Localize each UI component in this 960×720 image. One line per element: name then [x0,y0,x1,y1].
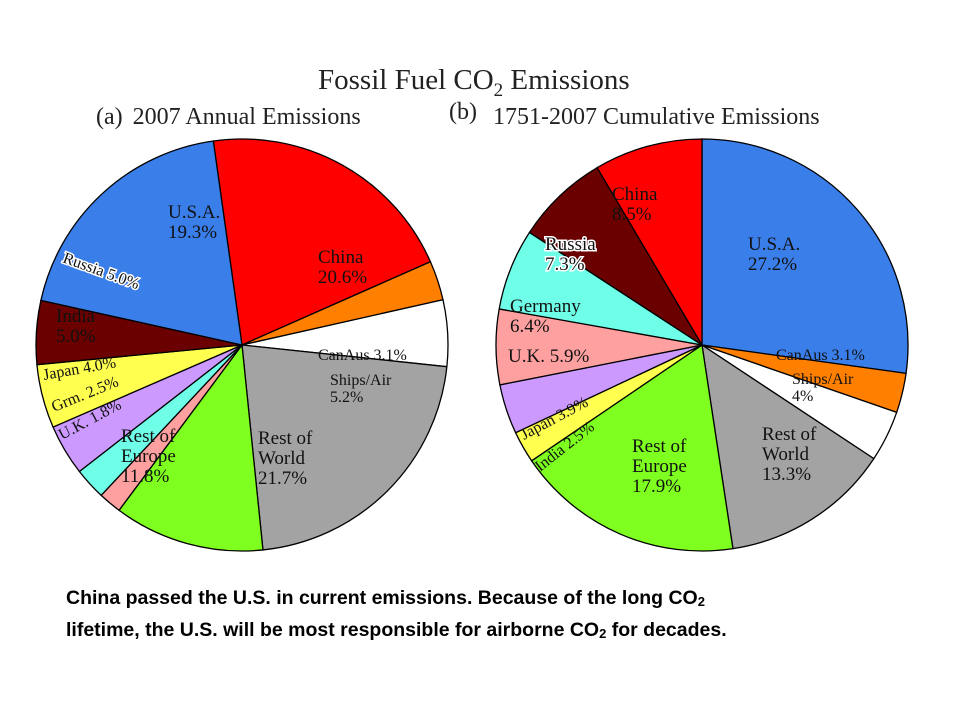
slice-label-rest_of_world: Rest of World 21.7% [258,428,313,489]
slice-label-china: China 20.6% [318,247,367,288]
slice-label-canaus: CanAus 3.1% [776,347,865,364]
slice-label-rest_of_europe: Rest of Europe 11.8% [121,426,176,487]
pie-slice-rest_of_world [701,343,875,550]
panel-b-header: (b) 1751-2007 Cumulative Emissions [449,99,820,130]
pie-slice-china [212,138,432,346]
figure-caption: China passed the U.S. in current emissio… [66,584,906,648]
pie-slice-china [596,138,703,348]
pie-slice-usa [40,140,243,346]
slice-label-china: China 8.5% [612,184,658,225]
slice-label-germany: Germany 6.4% [510,296,581,337]
slice-label-uk: U.K. 5.9% [508,346,589,367]
slice-label-usa: U.S.A. 27.2% [748,234,800,275]
pie-slice-rest_of_europe [118,343,264,552]
slice-label-russia: Russia 7.3% [545,234,596,275]
slice-label-ships_air: Ships/Air 4% [792,371,854,405]
figure-title: Fossil Fuel CO2 Emissions [318,64,630,101]
pie-cumulative-1751-2007: U.S.A. 27.2% CanAus 3.1% Ships/Air 4% Rest of… [495,138,909,552]
panel-a-header: (a) 2007 Annual Emissions [96,104,361,130]
pie-slice-rest_of_world [241,344,448,551]
panel-b-title: 1751-2007 Cumulative Emissions [493,104,820,130]
slice-label-canaus: CanAus 3.1% [318,347,407,364]
slice-label-rest_of_europe: Rest of Europe 17.9% [632,436,687,497]
panel-a-letter: (a) [96,104,123,130]
slice-label-rest_of_world: Rest of World 13.3% [762,424,817,485]
caption-line-1: China passed the U.S. in current emissio… [66,587,705,609]
slice-label-usa: U.S.A. 19.3% [168,202,220,243]
pie-annual-2007: China 20.6% CanAus 3.1% Ships/Air 5.2% Rest o… [35,138,449,552]
pie-slice-rest_of_europe [530,343,734,552]
caption-line-2: lifetime, the U.S. will be most responsi… [66,619,727,641]
slice-label-ships_air: Ships/Air 5.2% [330,372,392,406]
panel-a-title: 2007 Annual Emissions [133,104,361,130]
pie-slice-usa [701,138,909,375]
panel-b-letter: (b) [449,99,477,125]
slice-label-india: India 5.0% [56,306,96,347]
